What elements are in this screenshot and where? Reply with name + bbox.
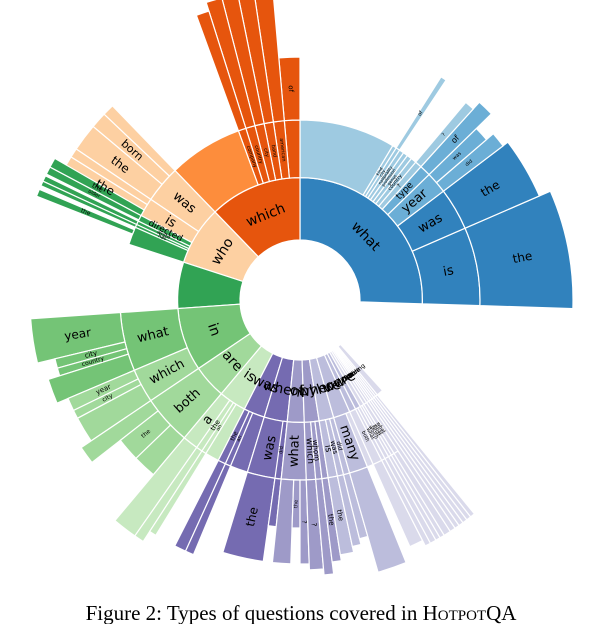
label-for-what: what <box>375 421 387 435</box>
label-by-which-segment: ? <box>310 522 318 526</box>
label-what-segment-segment: ? <box>441 132 447 138</box>
wedge-who-segment-the <box>35 188 136 235</box>
label-what-is: is <box>442 263 455 280</box>
label-who-segment-the: the <box>80 207 92 217</box>
label-on-what: what <box>370 424 381 438</box>
label-was-the: the <box>229 430 240 442</box>
label-what-type-of: of <box>449 133 461 145</box>
label-which-country: country <box>253 145 264 165</box>
label-of-what-the: the <box>293 500 299 508</box>
label-when: when <box>262 378 302 401</box>
label-where-is: is <box>322 444 333 453</box>
label-on-what: what <box>372 423 383 437</box>
label-where-is-the: the <box>335 509 345 522</box>
label-what-city: city <box>378 168 386 177</box>
wedge-segment <box>337 343 384 396</box>
label-when-was-the: the <box>243 506 261 528</box>
label-where-did: did <box>335 441 344 452</box>
label-which-segment-of: of <box>287 85 295 93</box>
label-to-what: what <box>365 427 376 441</box>
label-in-what-city: city <box>84 349 98 360</box>
label-what-city-of: of <box>417 110 425 118</box>
label-what-genus: genus <box>386 174 397 187</box>
label-when-did: did <box>278 446 285 454</box>
label-by-whom: whom <box>311 439 321 461</box>
label-of-what: what <box>287 435 303 467</box>
label-who-wrote: wrote <box>156 229 171 240</box>
sunburst-wedges <box>30 0 574 576</box>
label-in: in <box>204 321 223 338</box>
label-who-has: has <box>157 233 168 242</box>
label-in-what: what <box>136 324 171 346</box>
label-by-segment-the: the <box>326 514 336 527</box>
label-what-kind: kind <box>375 166 384 176</box>
label-by: by <box>299 382 318 400</box>
label-what-year-was: was <box>452 150 464 161</box>
label-which-city: city <box>262 148 270 158</box>
wedge-who-directed-the <box>49 157 145 217</box>
label-who-directed-older: older <box>87 189 102 201</box>
label-did: did <box>347 368 359 379</box>
label-when-was: was <box>260 434 280 462</box>
label-what-segment: ? <box>396 183 403 190</box>
label-of: of <box>290 383 305 399</box>
label-of-what-segment: ? <box>300 520 307 523</box>
label-at: at <box>347 370 356 380</box>
wedge-who-is-segment <box>70 148 152 206</box>
sunburst-labels: whatisthewastheyeardidwastypeof??country… <box>63 85 533 528</box>
figure-caption: Figure 2: Types of questions covered in … <box>0 600 602 624</box>
wedge-was-an-segment <box>184 462 232 556</box>
label-were-both: both <box>360 430 370 443</box>
label-on: on <box>339 371 354 385</box>
caption-dataset-name: HotpotQA <box>422 601 517 624</box>
label-in-what-year: year <box>63 325 92 343</box>
label-which-band: band <box>270 144 278 157</box>
label-the: the <box>350 366 362 378</box>
label-are-both-the: the <box>140 428 152 440</box>
label-by-which: which <box>303 438 315 465</box>
wedge-who-was-born <box>92 113 171 186</box>
label-for: for <box>343 372 354 383</box>
caption-prefix: Figure 2: Types of questions covered in <box>85 601 423 624</box>
label-which-american: american <box>278 138 287 162</box>
label-was-an: an <box>235 434 243 442</box>
label-what-year-did: did <box>464 159 474 169</box>
label-is-an: an <box>215 424 223 432</box>
label-in-which-city: city <box>101 392 114 403</box>
sunburst-chart: whatisthewastheyeardidwastypeof??country… <box>30 0 574 576</box>
wedge-who-was-segment <box>103 104 176 177</box>
label-what-is-the: the <box>511 249 533 266</box>
label-where-was: was <box>329 440 340 455</box>
